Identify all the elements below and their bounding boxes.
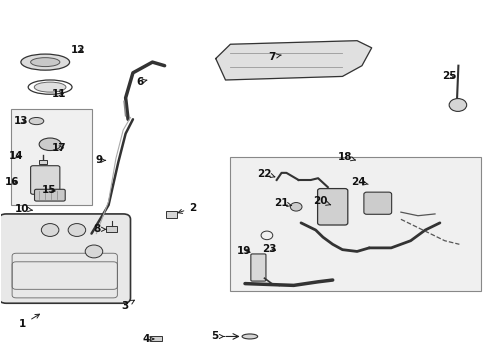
Circle shape [85,245,103,258]
Circle shape [290,203,302,211]
Text: 3: 3 [121,300,134,311]
Text: 14: 14 [9,151,24,161]
Text: 8: 8 [94,224,106,234]
Text: 1: 1 [19,314,40,329]
Ellipse shape [34,82,66,92]
Text: 7: 7 [268,52,281,62]
Text: 10: 10 [15,203,32,213]
Polygon shape [216,41,372,80]
Text: 17: 17 [51,143,66,153]
FancyBboxPatch shape [0,214,130,303]
Text: 4: 4 [143,334,154,344]
Circle shape [41,224,59,237]
Text: 15: 15 [42,185,56,195]
FancyBboxPatch shape [30,166,60,194]
Ellipse shape [21,54,70,70]
Bar [230,157,481,291]
Text: 11: 11 [51,89,66,99]
Text: 5: 5 [211,332,224,342]
Text: 12: 12 [71,45,86,55]
Bar [106,226,117,232]
Text: 20: 20 [313,197,331,206]
Bar [39,159,47,164]
Circle shape [449,99,466,111]
Text: 18: 18 [338,152,355,162]
Text: 13: 13 [14,116,28,126]
Ellipse shape [29,117,44,125]
FancyBboxPatch shape [364,192,392,214]
Text: 9: 9 [95,156,105,165]
Text: 2: 2 [178,203,196,213]
FancyBboxPatch shape [318,189,348,225]
Text: 21: 21 [274,198,292,208]
Ellipse shape [39,138,61,150]
Text: 22: 22 [257,168,275,179]
Text: 16: 16 [5,177,20,187]
Text: 19: 19 [237,246,251,256]
FancyBboxPatch shape [34,189,65,201]
Circle shape [68,224,86,237]
FancyBboxPatch shape [251,254,266,281]
Text: 23: 23 [262,244,277,253]
Text: 6: 6 [137,77,147,87]
Bar [150,336,162,342]
Ellipse shape [242,334,258,339]
Ellipse shape [30,58,60,67]
Text: 25: 25 [442,71,457,81]
Bar [166,211,177,217]
Text: 24: 24 [351,177,368,187]
Bar [11,109,92,205]
